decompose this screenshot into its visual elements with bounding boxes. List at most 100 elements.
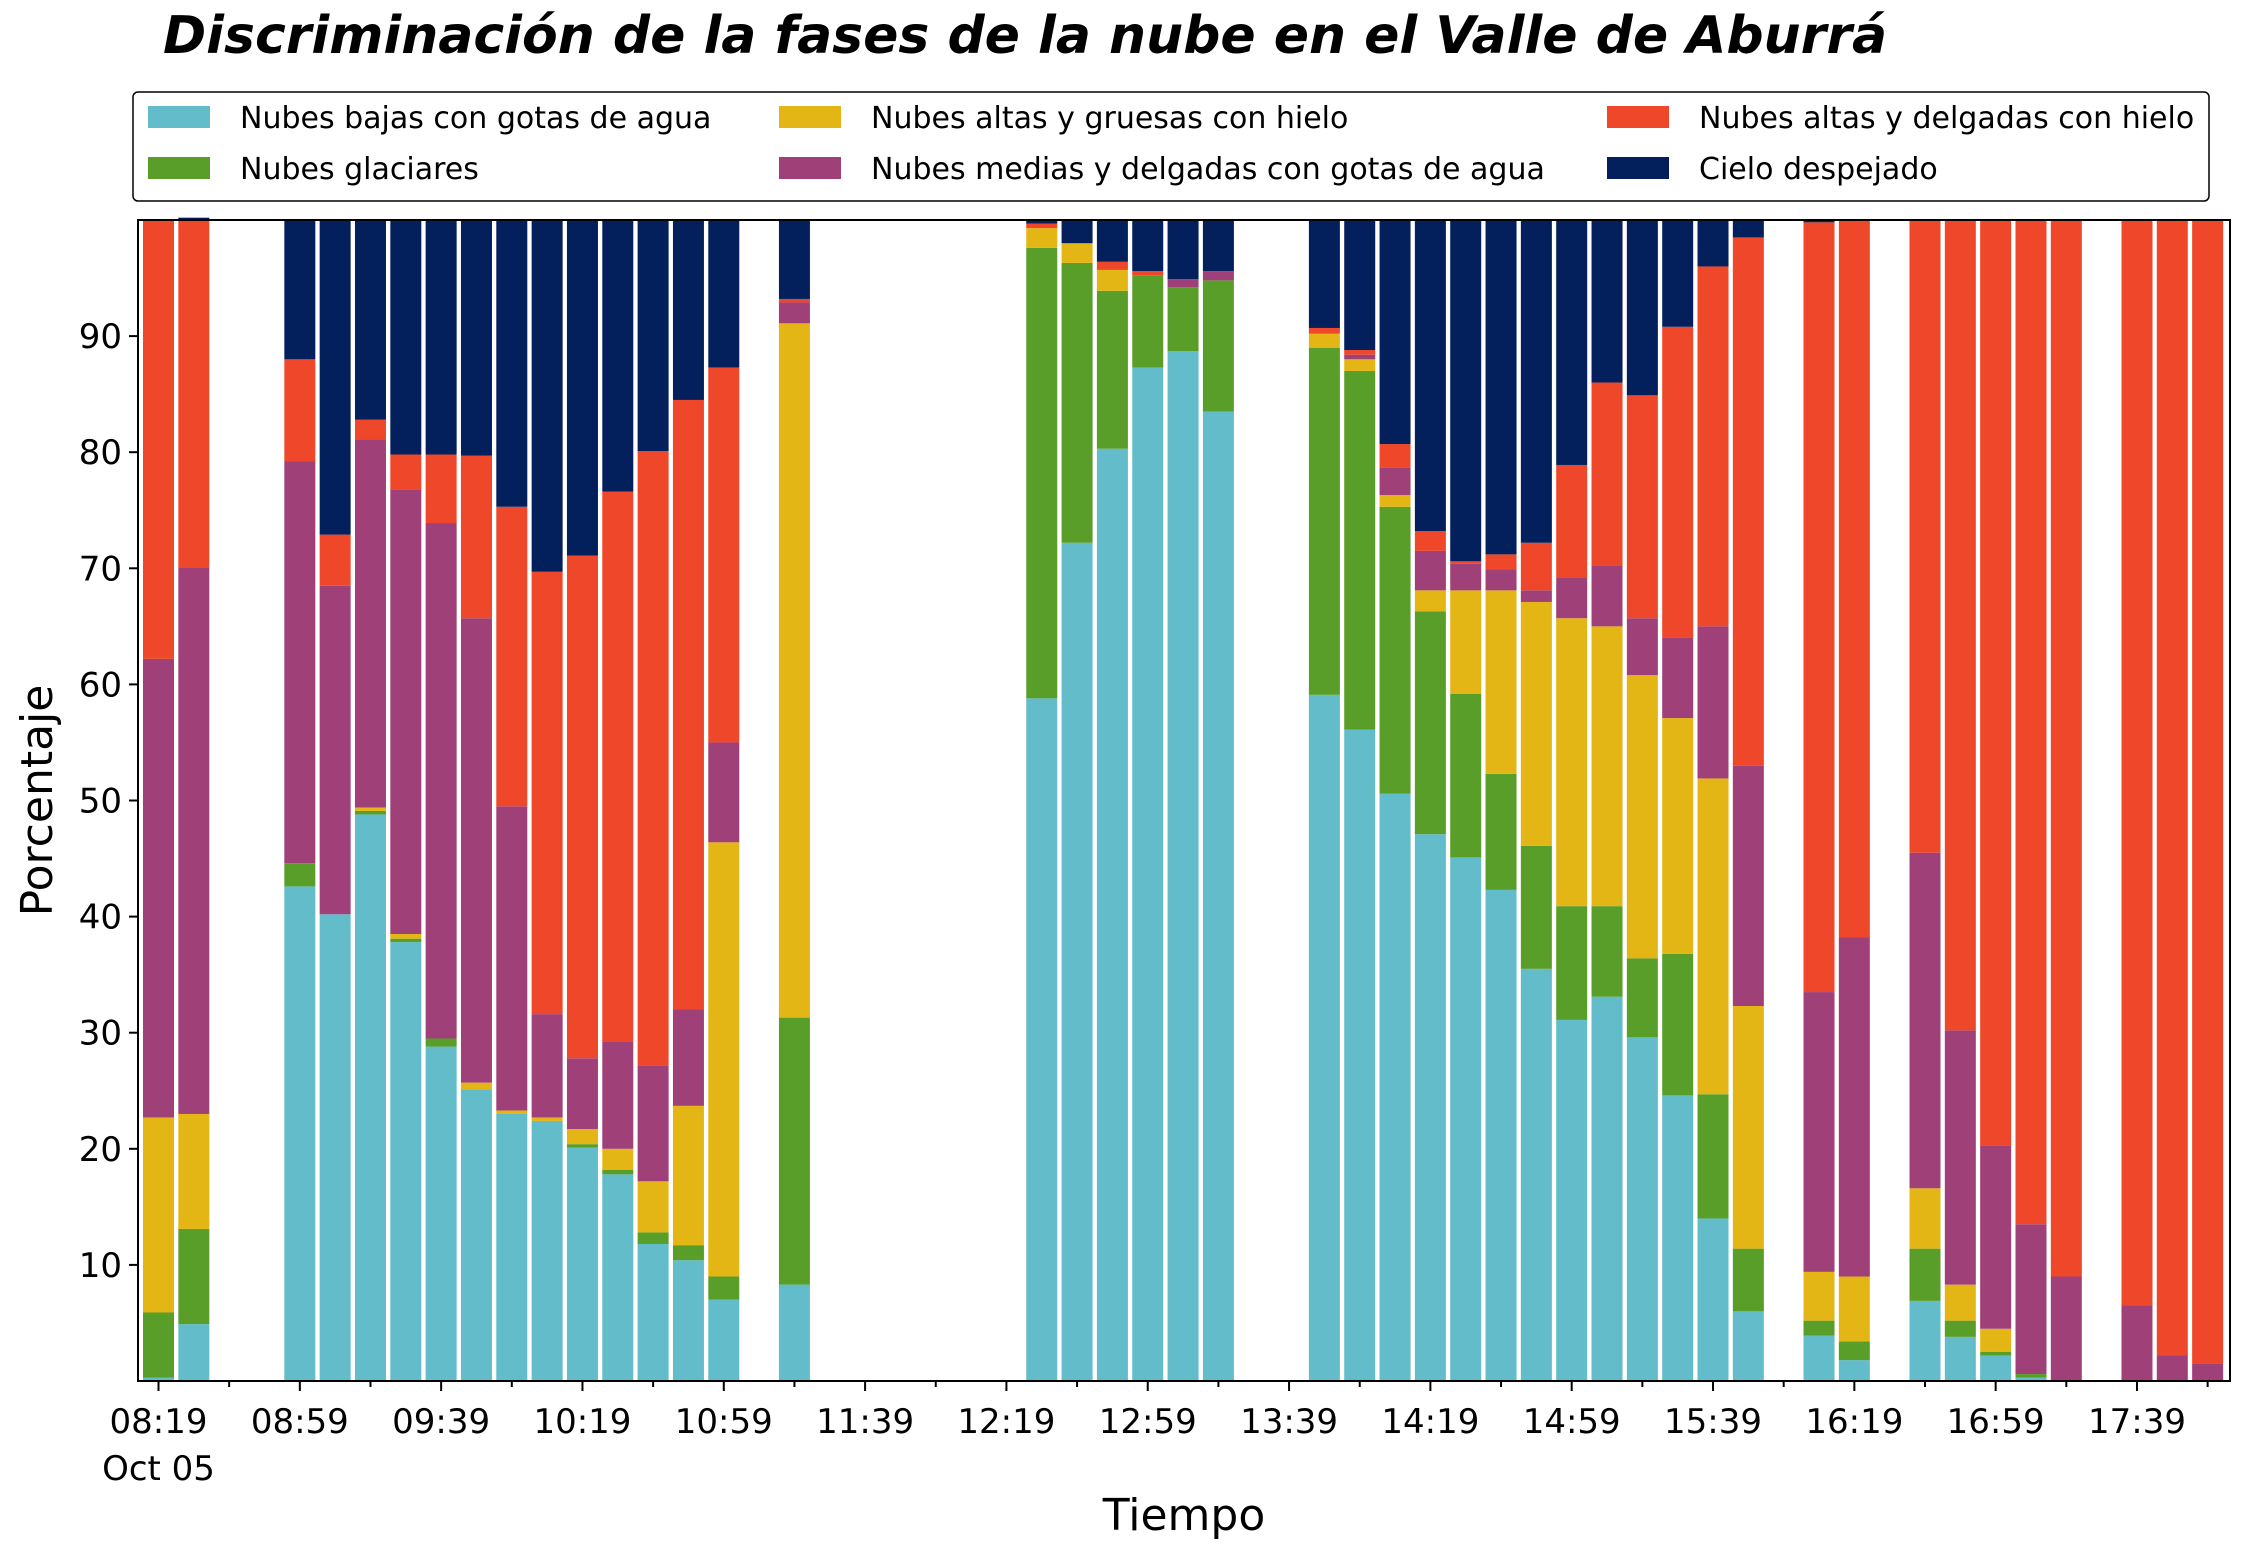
bar-segment — [1626, 395, 1658, 619]
bar-segment — [1379, 220, 1411, 445]
bar-segment — [1379, 495, 1411, 507]
bar-segment — [1414, 550, 1446, 591]
bar-segment — [460, 618, 492, 1083]
bar-segment — [1450, 857, 1482, 1381]
bar-segment — [496, 1110, 528, 1114]
bar-segment — [1520, 845, 1552, 969]
bar-segment — [602, 1041, 634, 1149]
bar-segment — [319, 534, 351, 586]
bar-segment — [1485, 889, 1517, 1381]
bar-segment — [496, 1113, 528, 1381]
bar-stack — [1626, 220, 1658, 1381]
legend-swatch — [1607, 106, 1669, 128]
bar-segment — [284, 461, 316, 864]
bar-segment — [354, 810, 386, 815]
x-tick-label: 17:39 — [2088, 1402, 2186, 1442]
bar-segment — [1202, 280, 1234, 412]
bar-segment — [531, 571, 563, 1015]
bar-segment — [602, 1174, 634, 1381]
bar-segment — [1379, 793, 1411, 1381]
bar-segment — [1414, 590, 1446, 612]
bar-segment — [778, 1284, 810, 1381]
bar-segment — [1838, 220, 1870, 938]
bar-segment — [778, 220, 810, 299]
bar-segment — [425, 523, 457, 1039]
bar-segment — [1803, 1271, 1835, 1321]
bar-segment — [1732, 765, 1764, 1006]
bar-segment — [672, 1260, 704, 1381]
bar-segment — [1697, 1218, 1729, 1381]
bar-segment — [1520, 590, 1552, 602]
bar-segment — [178, 1228, 210, 1325]
bar-stack — [1026, 220, 1058, 1381]
bar-segment — [1626, 675, 1658, 959]
bar-segment — [1697, 1094, 1729, 1219]
bar-segment — [1980, 1351, 2012, 1356]
bar-segment — [1909, 1248, 1941, 1301]
bar-segment — [1414, 834, 1446, 1381]
bar-segment — [1803, 992, 1835, 1272]
bar-segment — [1414, 611, 1446, 835]
bar-stack — [1803, 220, 1835, 1381]
legend-item: Nubes medias y delgadas con gotas de agu… — [779, 152, 1545, 187]
bar-segment — [566, 555, 598, 1059]
bar-segment — [1308, 220, 1340, 328]
bar-segment — [1026, 698, 1058, 1381]
bar-segment — [1732, 1248, 1764, 1312]
legend-label: Cielo despejado — [1699, 152, 1938, 187]
bar-segment — [1061, 542, 1093, 1381]
bar-segment — [1096, 290, 1128, 449]
y-tick-label: 90 — [79, 317, 122, 357]
bar-segment — [1838, 1276, 1870, 1342]
legend-item: Nubes altas y delgadas con hielo — [1607, 101, 2194, 136]
bar-stack — [460, 220, 492, 1381]
x-tick-label: 09:39 — [392, 1402, 490, 1442]
bar-segment — [496, 506, 528, 807]
y-tick-label: 10 — [79, 1246, 122, 1286]
bar-stack — [354, 220, 386, 1381]
bar-segment — [1450, 693, 1482, 858]
bar-segment — [2050, 220, 2082, 1277]
bar-segment — [1344, 350, 1376, 355]
bar-segment — [425, 454, 457, 524]
bar-segment — [1732, 237, 1764, 766]
bar-segment — [1520, 968, 1552, 1381]
bar-stack — [1096, 220, 1128, 1382]
bar-segment — [425, 220, 457, 455]
bar-segment — [672, 399, 704, 1010]
bar-segment — [1379, 506, 1411, 794]
bar-segment — [1591, 382, 1623, 566]
bar-segment — [637, 1065, 669, 1182]
bar-segment — [1626, 958, 1658, 1038]
bar-segment — [284, 359, 316, 462]
bar-segment — [460, 220, 492, 456]
bar-segment — [1591, 996, 1623, 1381]
bar-segment — [637, 1232, 669, 1244]
bar-segment — [566, 1058, 598, 1130]
bar-segment — [1308, 327, 1340, 334]
bar-segment — [778, 298, 810, 303]
bar-stack — [1732, 220, 1764, 1381]
bar-segment — [460, 1089, 492, 1381]
bar-segment — [1485, 554, 1517, 570]
bar-stack — [496, 220, 528, 1381]
legend-swatch — [148, 106, 210, 128]
bar-segment — [1061, 220, 1093, 244]
bar-segment — [1591, 220, 1623, 383]
bar-stack — [1132, 220, 1164, 1381]
bar-segment — [425, 1046, 457, 1381]
bar-stack — [1344, 220, 1376, 1381]
bar-segment — [637, 1244, 669, 1381]
bar-segment — [672, 1105, 704, 1246]
bar-segment — [1167, 351, 1199, 1382]
bar-segment — [1838, 1360, 1870, 1381]
bar-segment — [1096, 269, 1128, 291]
bar-stack — [1556, 220, 1588, 1381]
bar-segment — [1450, 590, 1482, 694]
bar-segment — [2050, 1276, 2082, 1381]
bar-stack — [708, 220, 740, 1381]
legend-label: Nubes bajas con gotas de agua — [240, 101, 711, 136]
bar-segment — [1026, 223, 1058, 229]
x-tick-label: 14:59 — [1523, 1402, 1621, 1442]
legend-swatch — [779, 106, 841, 128]
